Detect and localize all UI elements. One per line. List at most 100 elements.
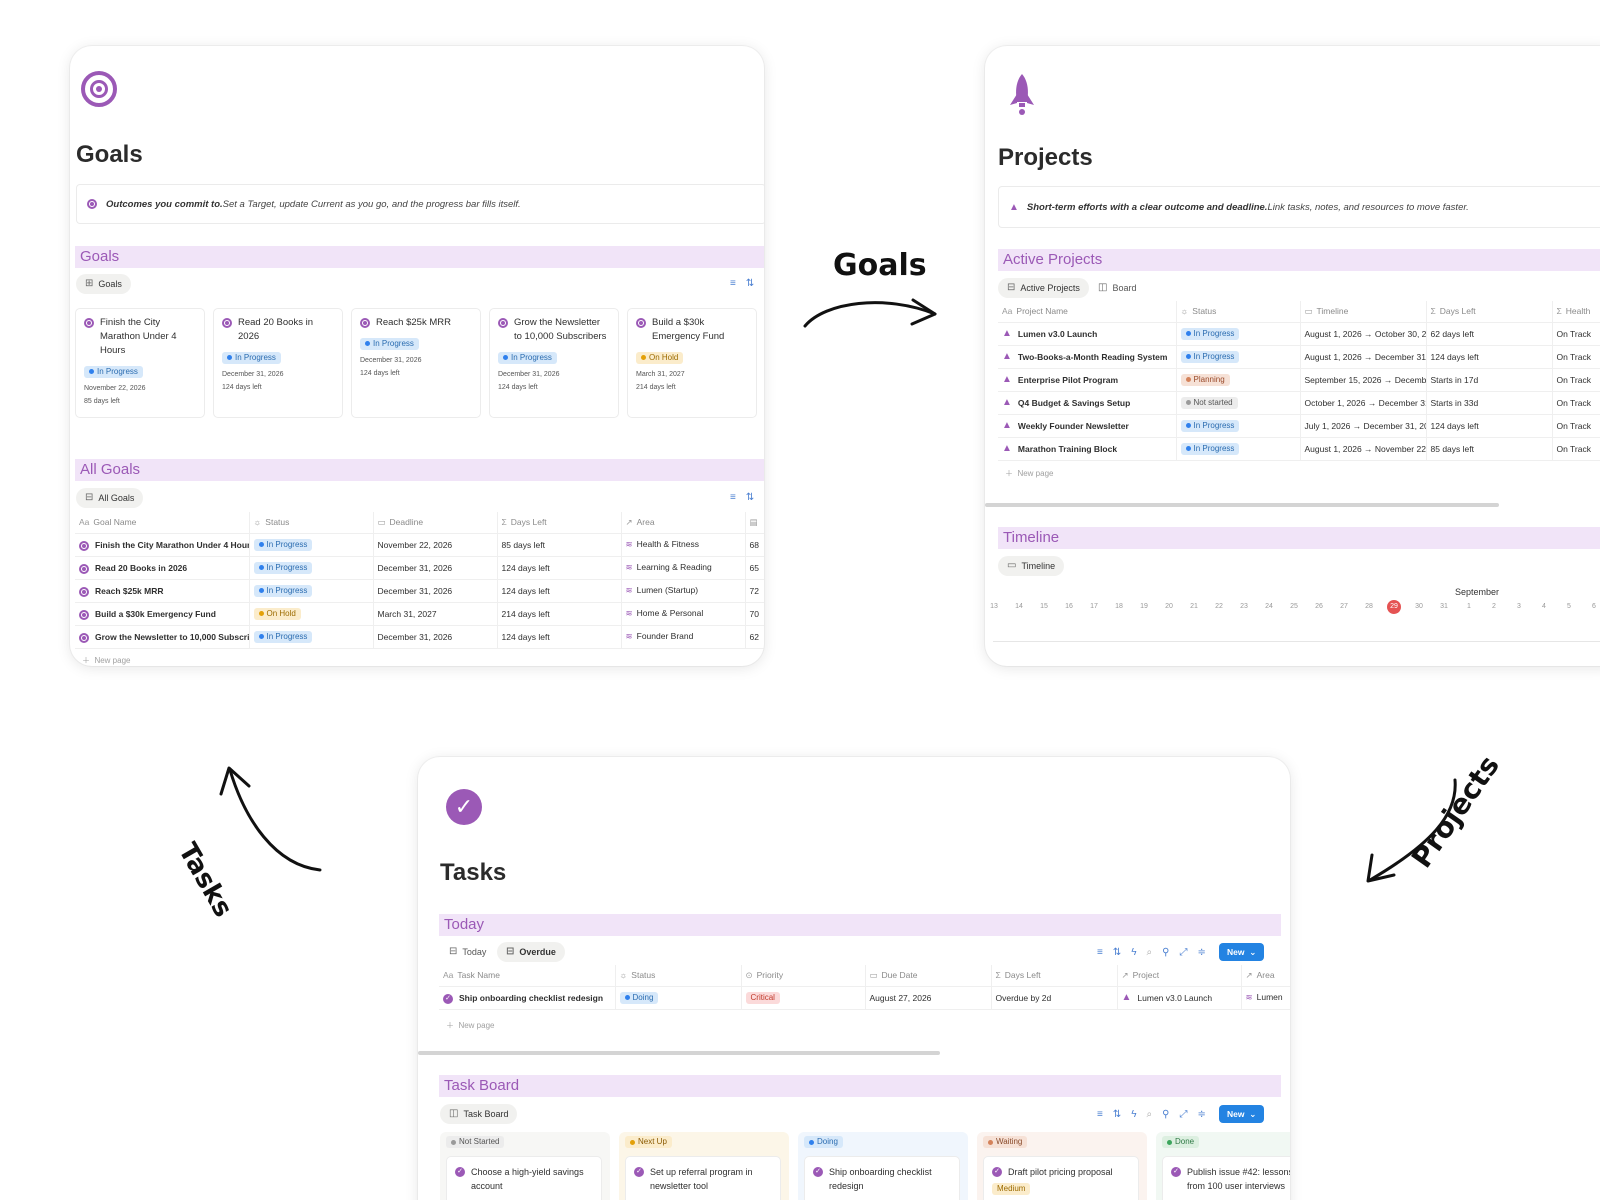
target-icon [79,563,89,574]
task-board-header: Task Board [439,1075,1281,1097]
col-due-date[interactable]: ▭ Due Date [864,965,991,987]
filter-icon[interactable]: ≡ [730,278,736,289]
sort-icon[interactable]: ⇅ [745,278,755,289]
table-row[interactable]: ▲ Q4 Budget & Savings Setup Not started O… [998,391,1600,415]
status-badge: In Progress [1180,442,1240,455]
col-project-name[interactable]: Aa Project Name [998,301,1176,323]
col-goal-name[interactable]: Aa Goal Name [75,512,249,534]
status-badge: Next Up [625,1136,672,1148]
expand-icon[interactable]: ⤢ [1179,947,1188,958]
sort-icon[interactable]: ⇅ [1112,947,1122,958]
tab-today[interactable]: ⊟ Today [440,942,495,962]
col-task-name[interactable]: Aa Task Name [439,965,615,987]
sort-icon[interactable]: ⇅ [1112,1109,1122,1120]
col-status[interactable]: ☼ Status [248,512,373,534]
table-row[interactable]: ✓ Ship onboarding checklist redesign Doin… [439,986,1290,1010]
stack-icon: ≋ [625,539,633,549]
search-icon[interactable]: ⚲ [1162,947,1170,958]
tab-timeline[interactable]: ▭ Timeline [998,556,1065,576]
board-card[interactable]: ✓ Publish issue #42: lessons from 100 use… [1162,1156,1290,1200]
new-page-button[interactable]: ＋ New page [82,656,131,665]
col-status[interactable]: ☼ Status [614,965,741,987]
table-row[interactable]: Read 20 Books in 2026 In Progress Decemb… [75,556,764,580]
table-header-row: Aa Goal Name ☼ Status ▭ Deadline Σ Days Left… [75,512,764,534]
horizontal-scrollbar[interactable] [418,1051,940,1055]
col-priority[interactable]: ⊙ Priority [740,965,865,987]
automation-icon[interactable]: ϟ [1131,947,1137,958]
table-row[interactable]: Build a $30k Emergency Fund On Hold Marc… [75,602,764,626]
tab-overdue[interactable]: ⊟ Overdue [497,942,565,962]
new-page-button[interactable]: ＋ New page [1005,469,1054,478]
goal-card[interactable]: Build a $30k Emergency Fund On Hold Marc… [627,308,757,418]
goal-card[interactable]: Finish the City Marathon Under 4 Hours I… [75,308,205,418]
goals-page-window: Goals Outcomes you commit to. Set a Targ… [70,46,764,666]
sort-icon[interactable]: ⇅ [745,492,755,503]
status-badge: Doing [619,991,659,1004]
rocket-icon: ▲ [1002,443,1012,454]
filter-icon[interactable]: ≡ [730,492,736,503]
table-row[interactable]: Grow the Newsletter to 10,000 Subscriber… [75,625,764,649]
page-title: Goals [76,141,143,168]
callout-text: Set a Target, update Current as you go, … [222,198,521,210]
timeline-day-ruler: 13 14 15 16 17 18 19 20 21 22 23 24 25 26 27 28 29 30 31 1 2… [985,600,1600,619]
col-days-left[interactable]: Σ Days Left [1425,301,1552,323]
settings-icon[interactable]: ≑ [1197,1109,1206,1120]
table-row[interactable]: ▲ Weekly Founder Newsletter In Progress J… [998,414,1600,438]
board-card[interactable]: ✓ Draft pilot pricing proposal Medium [983,1156,1139,1200]
filter-icon[interactable]: ≡ [1097,947,1103,958]
col-health[interactable]: Σ Health [1551,301,1600,323]
board-card[interactable]: ✓ Choose a high-yield savings account [446,1156,602,1200]
gallery-icon: ⊞ [85,278,94,289]
expand-icon[interactable]: ⤢ [1179,1109,1188,1120]
table-row[interactable]: ▲ Lumen v3.0 Launch In Progress August 1,… [998,322,1600,346]
table-icon: ⊟ [85,492,94,503]
col-progress[interactable]: ▤ [744,512,764,534]
timeline-day: 16 [1065,603,1073,610]
check-circle-icon: ✓ [813,1167,823,1177]
card-date: December 31, 2026 [360,357,422,364]
goal-card[interactable]: Reach $25k MRR In Progress December 31, … [351,308,481,418]
col-timeline[interactable]: ▭ Timeline [1299,301,1426,323]
new-button[interactable]: New ⌄ [1219,943,1265,961]
col-status[interactable]: ☼ Status [1175,301,1300,323]
table-row[interactable]: ▲ Marathon Training Block In Progress Aug… [998,437,1600,461]
table-row[interactable]: Finish the City Marathon Under 4 Hours I… [75,533,764,557]
goal-card[interactable]: Grow the Newsletter to 10,000 Subscriber… [489,308,619,418]
timeline-day: 26 [1315,603,1323,610]
col-deadline[interactable]: ▭ Deadline [372,512,497,534]
table-row[interactable]: ▲ Enterprise Pilot Program Planning Septe… [998,368,1600,392]
new-button[interactable]: New ⌄ [1219,1105,1265,1123]
goals-callout: Outcomes you commit to. Set a Target, up… [76,184,764,224]
tab-board[interactable]: ◫ Board [1089,278,1145,298]
new-page-button[interactable]: ＋ New page [446,1021,495,1030]
table-row[interactable]: ▲ Two-Books-a-Month Reading System In Pro… [998,345,1600,369]
card-days: 124 days left [222,384,262,391]
target-icon [79,586,89,597]
settings-icon[interactable]: ≑ [1197,947,1206,958]
board-card[interactable]: ✓ Ship onboarding checklist redesign [804,1156,960,1200]
filter-icon[interactable]: ≡ [1097,1109,1103,1120]
col-area[interactable]: ↗ Area [1240,965,1290,987]
goal-card[interactable]: Read 20 Books in 2026 In Progress Decemb… [213,308,343,418]
tab-all-goals[interactable]: ⊟ All Goals [76,488,144,508]
table-row[interactable]: Reach $25k MRR In Progress December 31, … [75,579,764,603]
timeline-day: 6 [1592,603,1596,610]
rocket-icon: ▲ [1002,397,1012,408]
col-days-left[interactable]: Σ Days Left [496,512,621,534]
search-icon[interactable]: ⚲ [1162,1109,1170,1120]
horizontal-scrollbar[interactable] [985,503,1499,507]
timeline-icon: ▭ [1007,560,1017,571]
col-area[interactable]: ↗ Area [620,512,745,534]
search-icon[interactable]: ⌕ [1146,947,1153,958]
tab-goals-gallery[interactable]: ⊞ Goals [76,274,131,294]
automation-icon[interactable]: ϟ [1131,1109,1137,1120]
board-card[interactable]: ✓ Set up referral program in newsletter t… [625,1156,781,1200]
search-icon[interactable]: ⌕ [1146,1109,1153,1120]
card-date: December 31, 2026 [222,371,284,378]
tab-task-board[interactable]: ◫ Task Board [440,1104,518,1124]
col-days-left[interactable]: Σ Days Left [990,965,1117,987]
tab-active-projects[interactable]: ⊟ Active Projects [998,278,1089,298]
timeline-day: 25 [1290,603,1298,610]
col-project[interactable]: ↗ Project [1116,965,1241,987]
status-badge: In Progress [360,337,419,350]
